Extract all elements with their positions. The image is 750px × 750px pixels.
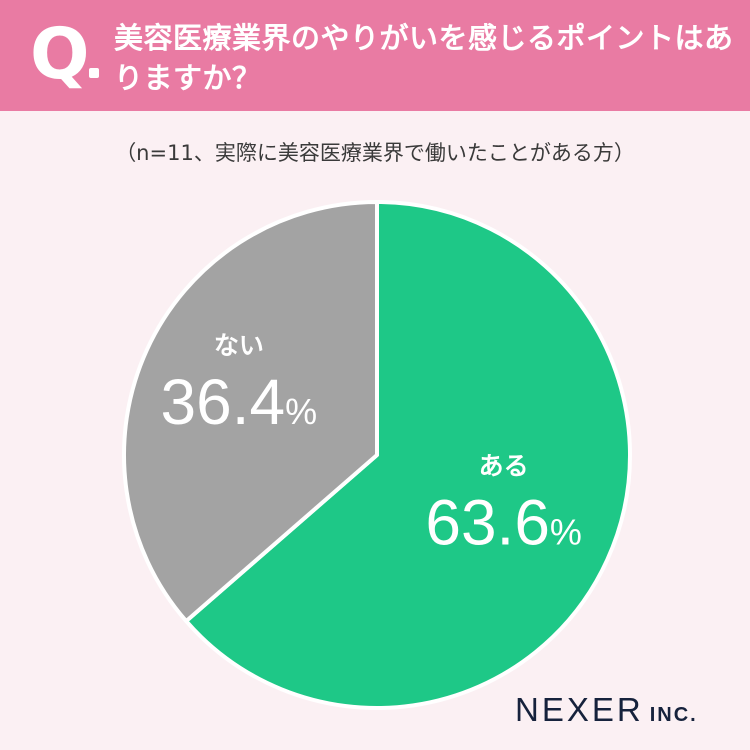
logo-suffix: INC.	[649, 704, 698, 726]
question-text: 美容医療業界のやりがいを感じるポイントはありますか？	[114, 21, 734, 95]
slice-label-2: ない	[214, 331, 264, 360]
q-mark: Q	[30, 13, 90, 95]
question-header: Q 美容医療業界のやりがいを感じるポイントはありますか？	[0, 0, 750, 111]
q-dot	[89, 68, 99, 78]
pie-slice-1	[184, 200, 632, 710]
slice-label-1: ある	[479, 452, 529, 481]
sample-note: （n=11、実際に美容医療業界で働いたことがある方）	[115, 141, 635, 165]
pie-slice-2	[122, 200, 379, 624]
logo-name: NEXER	[515, 691, 644, 728]
slice-value-1: 63.6%	[425, 487, 582, 559]
slice-value-2: 36.4%	[161, 366, 318, 438]
company-logo: NEXER INC.	[515, 690, 698, 735]
